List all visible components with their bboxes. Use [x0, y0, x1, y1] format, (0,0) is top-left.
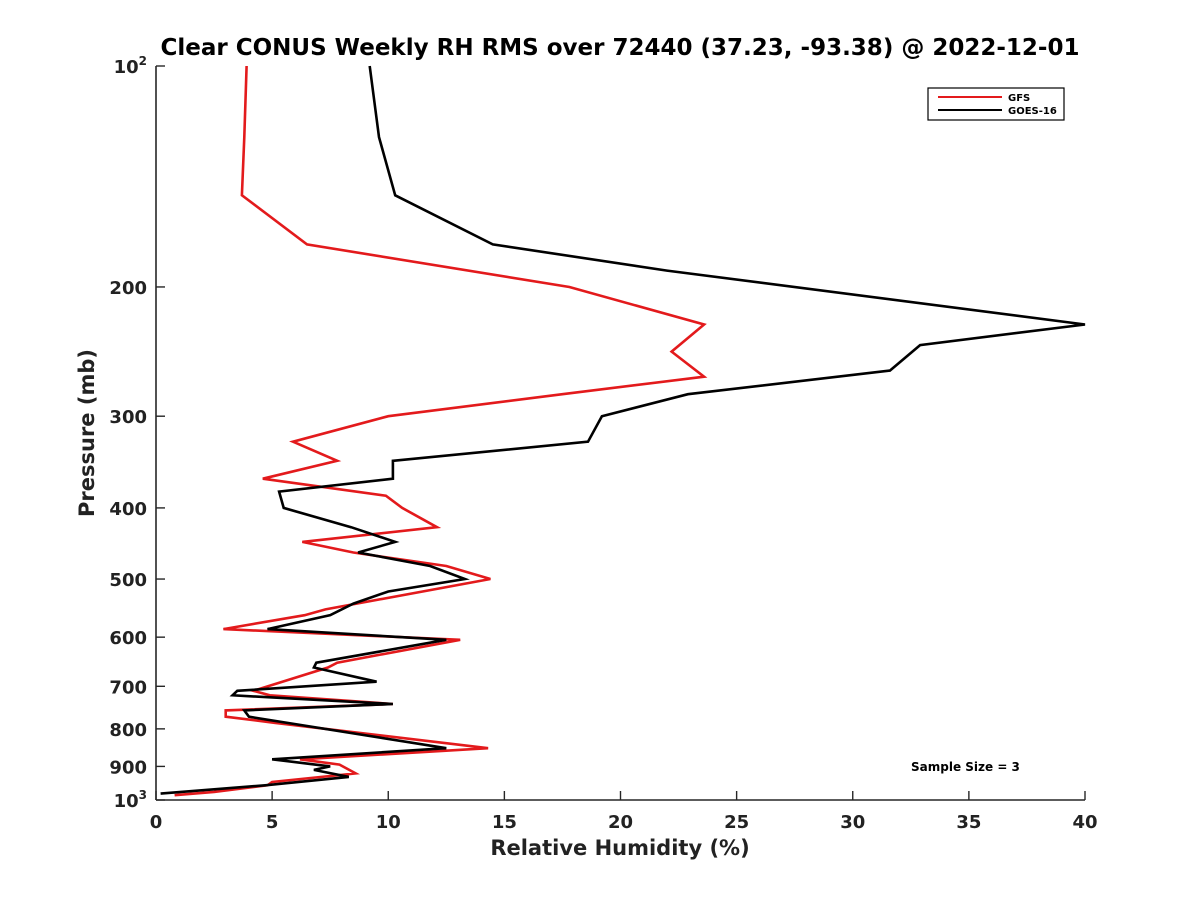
y-tick-label: 600 [109, 628, 147, 649]
axes-layer: 0 5 10 15 20 25 30 35 40 102 200 300 400 500 600 700 800… [109, 54, 1097, 833]
x-tick-label: 0 [150, 812, 163, 833]
x-tick-label: 10 [376, 812, 401, 833]
x-tick-label: 20 [608, 812, 633, 833]
x-tick-label: 30 [840, 812, 865, 833]
x-tick-label: 25 [724, 812, 749, 833]
x-axis-label: Relative Humidity (%) [490, 836, 749, 860]
series-line-gfs [174, 65, 708, 797]
y-tick-label: 102 [114, 54, 147, 78]
y-tick-label: 800 [109, 720, 147, 741]
x-tick-label: 5 [266, 812, 279, 833]
y-tick-label: 400 [109, 499, 147, 520]
legend-box [927, 87, 1065, 121]
y-tick-label: 900 [109, 757, 147, 778]
y-tick-label: 200 [109, 278, 147, 299]
chart-title: Clear CONUS Weekly RH RMS over 72440 (37… [161, 35, 1080, 61]
y-tick-label: 500 [109, 570, 147, 591]
y-tick-label: 700 [109, 677, 147, 698]
sample-size-annotation: Sample Size = 3 [911, 760, 1020, 774]
y-axis-label: Pressure (mb) [75, 349, 99, 517]
x-tick-label: 35 [956, 812, 981, 833]
y-tick-label: 103 [114, 788, 147, 812]
y-tick-label: 300 [109, 407, 147, 428]
legend: GFS GOES-16 [927, 87, 1065, 121]
series-layer [160, 65, 1086, 797]
x-tick-label: 40 [1072, 812, 1097, 833]
x-tick-label: 15 [492, 812, 517, 833]
legend-label-gfs: GFS [1008, 93, 1030, 104]
series-line-goes16 [160, 65, 1086, 795]
legend-label-goes16: GOES-16 [1008, 106, 1057, 117]
